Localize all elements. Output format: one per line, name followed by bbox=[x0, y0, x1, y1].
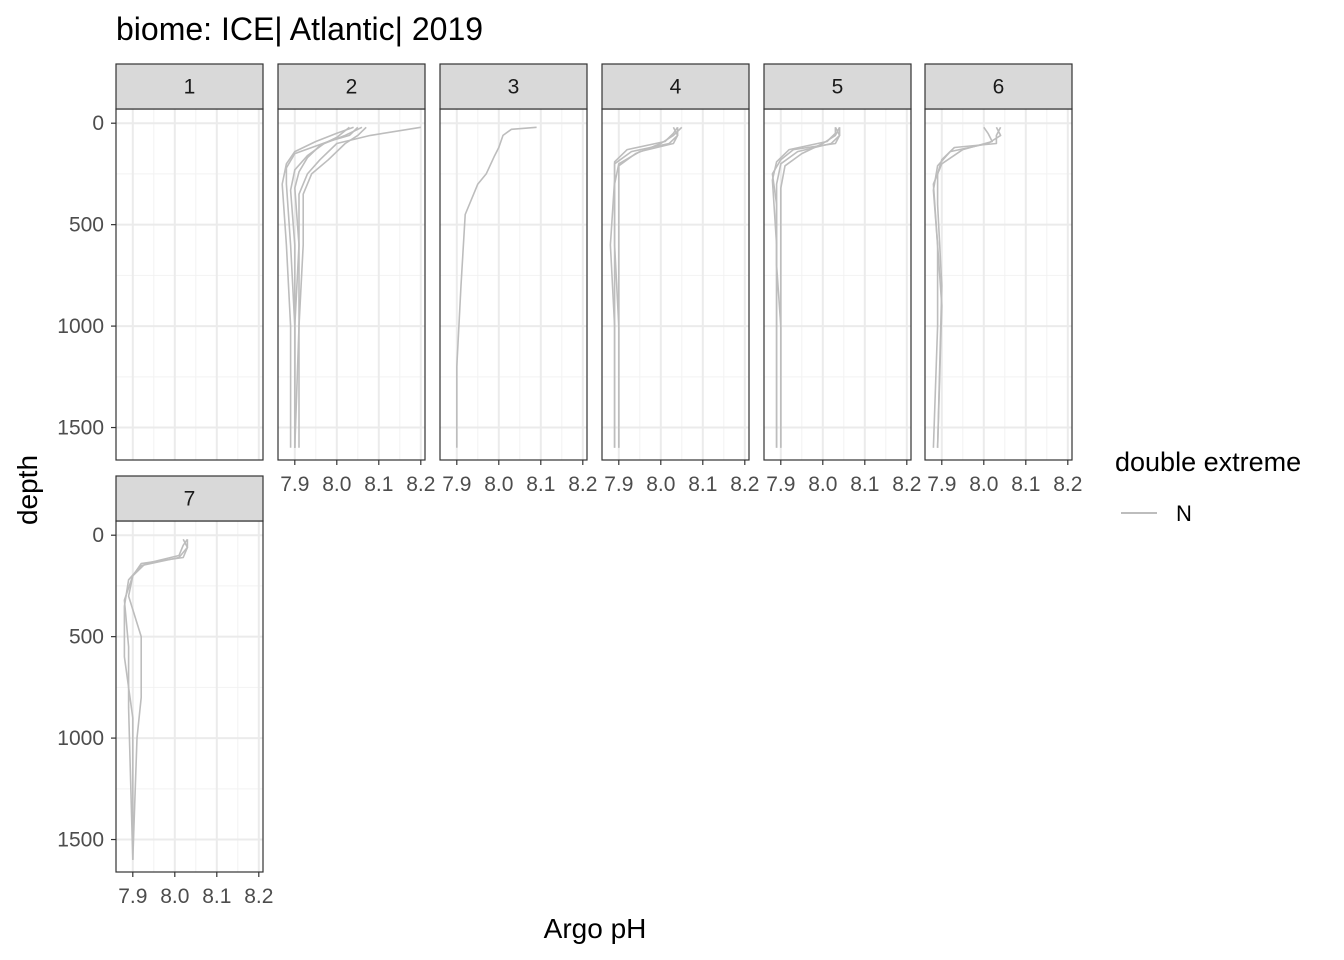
facet-panel-3: 3 7.9 8.0 8.1 8.2 bbox=[439, 63, 597, 496]
x-tick-label: 8.2 bbox=[892, 473, 921, 496]
panel-background bbox=[116, 521, 263, 872]
panel-background bbox=[278, 109, 425, 460]
facet-strip bbox=[115, 475, 264, 522]
facet-strip bbox=[763, 63, 912, 110]
panel-background bbox=[925, 109, 1072, 460]
y-tick-label: 1000 bbox=[57, 315, 104, 338]
x-tick-label: 8.0 bbox=[484, 473, 513, 496]
profile-line-p5a bbox=[771, 127, 841, 448]
y-tick-label: 0 bbox=[92, 112, 104, 135]
x-tick-label: 8.2 bbox=[406, 473, 435, 496]
profile-line-p5d bbox=[771, 127, 837, 448]
x-tick-label: 8.0 bbox=[160, 885, 189, 908]
profile-line-p6c bbox=[932, 126, 1002, 448]
profile-line-p7b bbox=[123, 538, 189, 860]
x-tick-label: 8.0 bbox=[808, 473, 837, 496]
facet-strip-label: 1 bbox=[184, 76, 196, 99]
profile-line-p2a bbox=[293, 126, 421, 448]
profile-line-p6b bbox=[932, 126, 994, 448]
x-tick-label: 8.1 bbox=[850, 473, 879, 496]
x-tick-label: 7.9 bbox=[442, 473, 471, 496]
y-axis-title: depth bbox=[12, 455, 43, 525]
y-tick-label: 1500 bbox=[57, 417, 104, 440]
facet-strip bbox=[439, 63, 588, 110]
chart-title: biome: ICE| Atlantic| 2019 bbox=[116, 11, 483, 47]
x-tick-label: 8.1 bbox=[1011, 473, 1040, 496]
x-tick-label: 8.1 bbox=[202, 885, 231, 908]
facet-panel-6: 6 7.9 8.0 8.1 8.2 bbox=[924, 63, 1082, 496]
facet-panel-5: 5 7.9 8.0 8.1 8.2 bbox=[763, 63, 921, 496]
x-tick-label: 8.2 bbox=[244, 885, 273, 908]
facet-strip bbox=[277, 63, 426, 110]
facet-strip bbox=[924, 63, 1073, 110]
facet-panel-4: 4 7.9 8.0 8.1 8.2 bbox=[601, 63, 759, 496]
legend-label: N bbox=[1176, 501, 1192, 526]
facet-strip-label: 6 bbox=[993, 76, 1005, 99]
panel-background bbox=[116, 109, 263, 460]
profile-line-p4a bbox=[613, 127, 679, 448]
y-tick-label: 500 bbox=[69, 626, 104, 649]
facet-strip bbox=[115, 63, 264, 110]
x-tick-label: 8.0 bbox=[646, 473, 675, 496]
x-tick-label: 7.9 bbox=[927, 473, 956, 496]
facet-panel-1: 1 0 500 1000 1500 bbox=[57, 63, 264, 461]
facet-strip-label: 2 bbox=[346, 76, 358, 99]
profile-line-p4d bbox=[609, 126, 679, 448]
facet-panel-2: 2 7.9 8.0 8.1 8.2 bbox=[277, 63, 435, 496]
profile-line-p2d bbox=[281, 126, 354, 448]
y-tick-label: 1000 bbox=[57, 727, 104, 750]
y-tick-label: 1500 bbox=[57, 829, 104, 852]
x-tick-label: 8.2 bbox=[1053, 473, 1082, 496]
x-tick-label: 8.1 bbox=[364, 473, 393, 496]
x-tick-label: 7.9 bbox=[604, 473, 633, 496]
x-tick-label: 7.9 bbox=[280, 473, 309, 496]
x-tick-label: 7.9 bbox=[766, 473, 795, 496]
x-tick-label: 8.2 bbox=[568, 473, 597, 496]
x-tick-label: 7.9 bbox=[118, 885, 147, 908]
panel-background bbox=[602, 109, 749, 460]
y-tick-label: 500 bbox=[69, 214, 104, 237]
profile-line-p7c bbox=[123, 538, 189, 860]
y-tick-label: 0 bbox=[92, 524, 104, 547]
profile-line-p2f bbox=[293, 126, 350, 448]
profile-line-p7a bbox=[127, 539, 189, 860]
x-tick-label: 8.0 bbox=[322, 473, 351, 496]
facet-strip-label: 5 bbox=[832, 76, 844, 99]
profile-line-p3a bbox=[455, 126, 537, 448]
profile-line-p2b bbox=[298, 126, 367, 448]
panel-background bbox=[440, 109, 587, 460]
facet-strip bbox=[601, 63, 750, 110]
profile-line-p2c bbox=[285, 126, 359, 448]
x-axis-title: Argo pH bbox=[544, 913, 647, 944]
facet-panel-7: 7 0 500 1000 1500 7.9 8.0 8.1 8.2 bbox=[57, 475, 273, 908]
panel-background bbox=[764, 109, 911, 460]
x-tick-label: 8.1 bbox=[526, 473, 555, 496]
legend-title: double extreme bbox=[1115, 447, 1301, 477]
profile-line-p2e bbox=[289, 126, 363, 448]
x-tick-label: 8.0 bbox=[969, 473, 998, 496]
facet-strip-label: 3 bbox=[508, 76, 520, 99]
facet-strip-label: 4 bbox=[670, 76, 682, 99]
x-tick-label: 8.2 bbox=[730, 473, 759, 496]
legend: double extreme N bbox=[1115, 447, 1301, 526]
facet-strip-label: 7 bbox=[184, 488, 196, 511]
x-tick-label: 8.1 bbox=[688, 473, 717, 496]
